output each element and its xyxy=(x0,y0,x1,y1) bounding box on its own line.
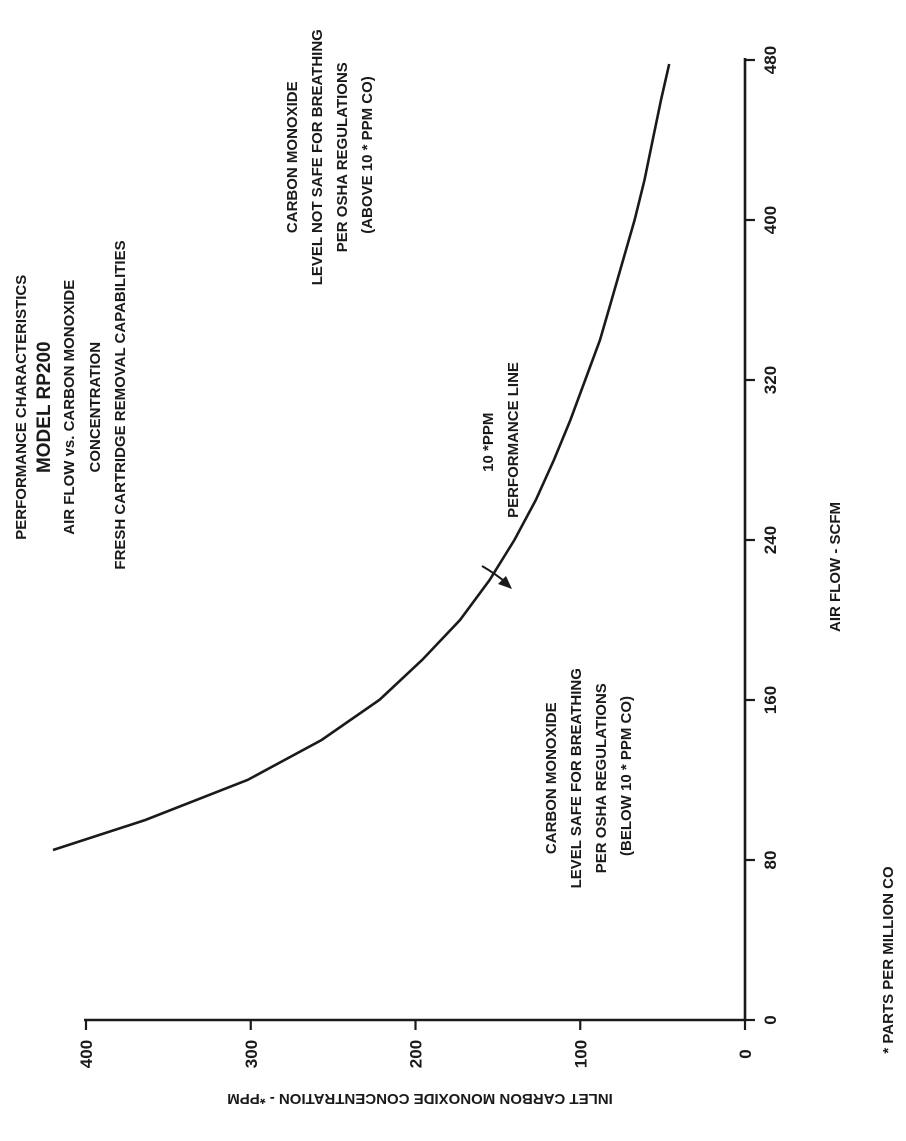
x-tick-label: 320 xyxy=(761,366,780,394)
y-tick-label: 300 xyxy=(242,1040,261,1068)
y-tick-label: 400 xyxy=(77,1040,96,1068)
x-tick-label: 0 xyxy=(761,1015,780,1024)
x-tick-label: 400 xyxy=(761,206,780,234)
not-safe-line: (ABOVE 10 * PPM CO) xyxy=(359,76,376,234)
performance-curve xyxy=(52,63,671,852)
footnote: * PARTS PER MILLION CO xyxy=(880,866,897,1054)
title-line: PERFORMANCE CHARACTERISTICS xyxy=(13,275,30,540)
x-tick-label: 480 xyxy=(761,46,780,74)
safe-line: LEVEL SAFE FOR BREATHING xyxy=(568,668,585,888)
x-ticks: 0 80 160 240 320 400 480 xyxy=(745,46,780,1025)
not-safe-line: CARBON MONOXIDE xyxy=(284,81,301,233)
x-tick-label: 80 xyxy=(761,851,780,870)
y-tick-label: 0 xyxy=(736,1049,755,1058)
title-line: CONCENTRATION xyxy=(87,342,104,473)
not-safe-region-label: CARBON MONOXIDE LEVEL NOT SAFE FOR BREAT… xyxy=(284,25,376,286)
performance-line-label-line: PERFORMANCE LINE xyxy=(505,362,522,518)
x-axis-title: AIR FLOW - SCFM xyxy=(827,502,844,632)
not-safe-line: PER OSHA REGULATIONS xyxy=(334,62,351,252)
y-ticks: 0 100 200 300 400 xyxy=(77,1020,755,1068)
title-line: MODEL RP200 xyxy=(34,341,55,473)
safe-line: CARBON MONOXIDE xyxy=(543,702,560,854)
performance-line-arrow xyxy=(481,565,512,589)
safe-line: PER OSHA REGULATIONS xyxy=(593,683,610,873)
y-tick-label: 100 xyxy=(571,1040,590,1068)
x-tick-label: 160 xyxy=(761,686,780,714)
safe-region-label: CARBON MONOXIDE LEVEL SAFE FOR BREATHING… xyxy=(543,664,635,889)
chart-title: PERFORMANCE CHARACTERISTICS MODEL RP200 … xyxy=(13,240,129,569)
title-line: AIR FLOW vs. CARBON MONOXIDE xyxy=(61,280,78,535)
y-axis-title: INLET CARBON MONOXIDE CONCENTRATION - *P… xyxy=(227,1090,613,1107)
y-tick-label: 200 xyxy=(407,1040,426,1068)
title-line: FRESH CARTRIDGE REMOVAL CAPABILITIES xyxy=(112,240,129,569)
not-safe-line: LEVEL NOT SAFE FOR BREATHING xyxy=(309,29,326,285)
performance-line-label: 10 *PPM PERFORMANCE LINE xyxy=(480,362,522,518)
safe-line: (BELOW 10 * PPM CO) xyxy=(618,696,635,856)
x-tick-label: 240 xyxy=(761,526,780,554)
performance-line-label-line: 10 *PPM xyxy=(480,413,497,472)
